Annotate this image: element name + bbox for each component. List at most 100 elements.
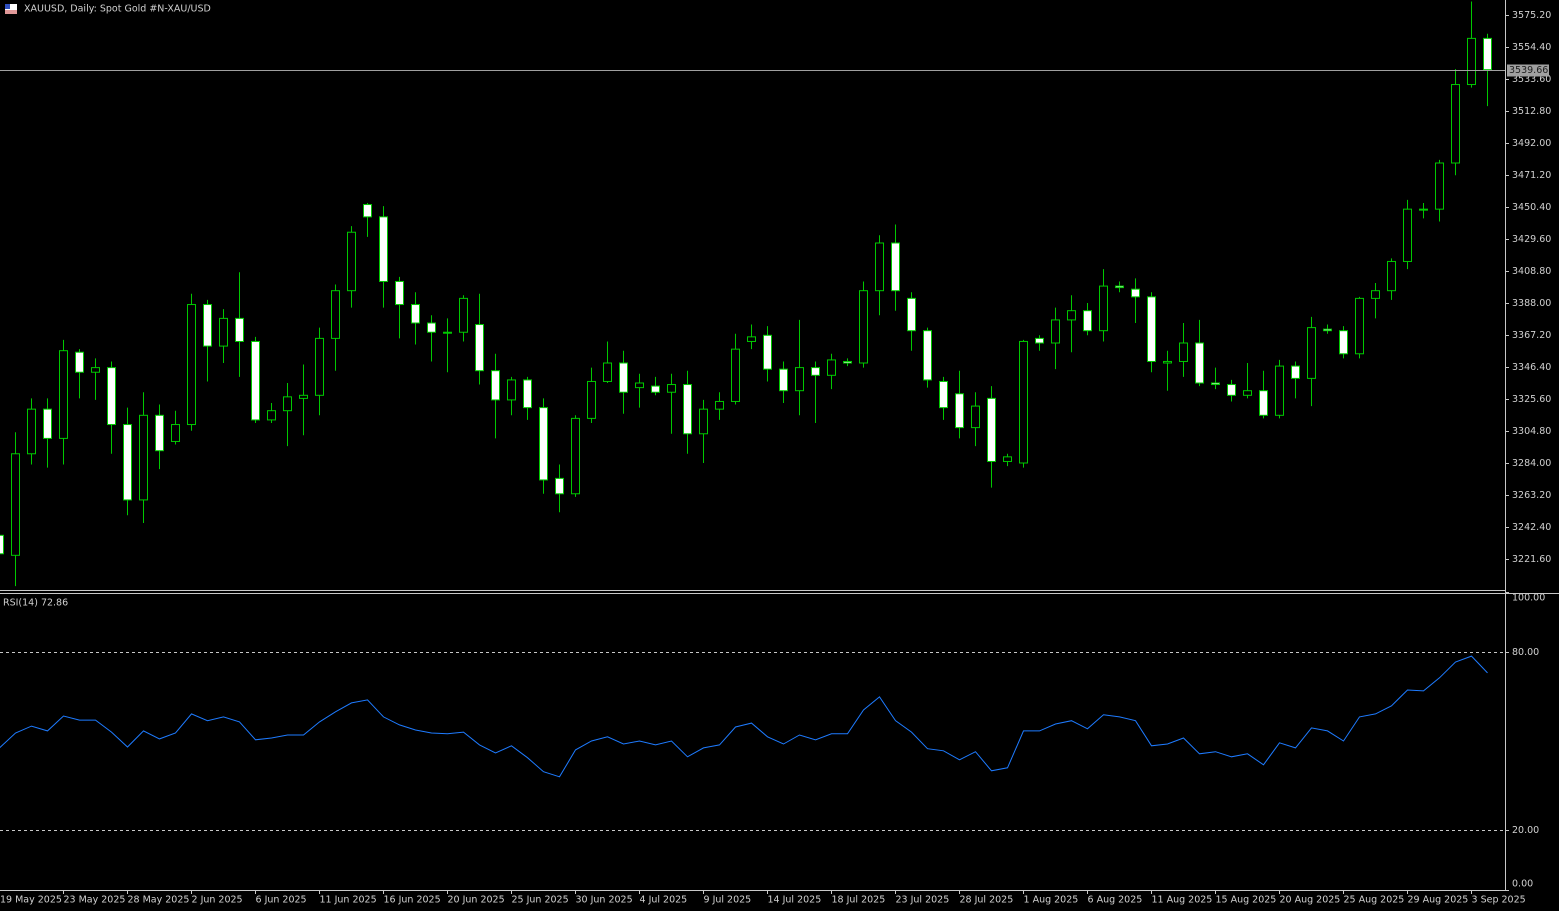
x-tick-label: 11 Aug 2025 — [1152, 895, 1213, 906]
y-tick-label: 3346.40 — [1512, 362, 1551, 373]
candle-body — [715, 400, 724, 410]
candle-body — [411, 304, 420, 324]
candle-body — [187, 304, 196, 426]
candle-body — [507, 379, 516, 401]
candle-body — [107, 367, 116, 426]
candle-body — [843, 360, 852, 364]
candle-body — [139, 414, 148, 501]
candle-body — [1403, 208, 1412, 262]
y-tick-label: 3554.40 — [1512, 42, 1551, 53]
y-tick-label: 3388.00 — [1512, 298, 1551, 309]
candle-body — [1323, 328, 1332, 332]
candle-body — [811, 367, 820, 376]
candle-body — [587, 380, 596, 419]
candle-body — [315, 337, 324, 396]
candle-body — [795, 367, 804, 392]
symbol-flag — [5, 4, 17, 14]
candle-body — [1019, 340, 1028, 464]
y-tick-label: 100.00 — [1512, 593, 1545, 604]
indicator-title: RSI(14) 72.86 — [3, 598, 68, 609]
x-tick-label: 15 Aug 2025 — [1216, 895, 1277, 906]
candle-body — [475, 324, 484, 372]
x-tick-label: 6 Aug 2025 — [1088, 895, 1143, 906]
candle-body — [1419, 208, 1428, 211]
candle-body — [571, 417, 580, 495]
candle-body — [491, 370, 500, 401]
candle-body — [875, 242, 884, 292]
x-tick-label: 11 Jun 2025 — [320, 895, 377, 906]
candle-body — [443, 331, 452, 334]
x-tick-label: 20 Jun 2025 — [448, 895, 505, 906]
price-label: 3539.66 — [1509, 65, 1548, 76]
candle-body — [683, 384, 692, 435]
y-tick-label: 3471.20 — [1512, 170, 1551, 181]
candle-body — [923, 330, 932, 381]
candle-body — [619, 362, 628, 393]
x-tick-label: 30 Jun 2025 — [576, 895, 633, 906]
candle-body — [1467, 37, 1476, 86]
candle-body — [283, 396, 292, 412]
candle-body — [219, 317, 228, 347]
x-tick-label: 25 Jun 2025 — [512, 895, 569, 906]
x-tick-label: 2 Jun 2025 — [192, 895, 243, 906]
x-tick-label: 4 Jul 2025 — [640, 895, 688, 906]
chart-title: XAUUSD, Daily: Spot Gold #N-XAU/USD — [24, 4, 211, 15]
y-tick-label: 3284.00 — [1512, 458, 1551, 469]
candle-body — [123, 424, 132, 501]
candle-body — [603, 362, 612, 382]
x-tick-label: 19 May 2025 — [0, 895, 62, 906]
candle-body — [651, 385, 660, 393]
candle-body — [91, 367, 100, 373]
candle-body — [1099, 285, 1108, 332]
candle-body — [1195, 342, 1204, 384]
candle-body — [667, 384, 676, 393]
y-tick-label: 3221.60 — [1512, 554, 1551, 565]
y-tick-label: 3242.40 — [1512, 522, 1551, 533]
candle-body — [939, 380, 948, 409]
candle-body — [955, 393, 964, 429]
y-tick-label: 3325.60 — [1512, 394, 1551, 405]
candle-body — [155, 414, 164, 452]
x-tick-label: 14 Jul 2025 — [768, 895, 822, 906]
candle-body — [203, 304, 212, 347]
candle-body — [59, 350, 68, 439]
candle-body — [1275, 365, 1284, 416]
candle-body — [1339, 330, 1348, 355]
y-tick-label: 3367.20 — [1512, 330, 1551, 341]
candle-body — [171, 424, 180, 442]
candle-body — [75, 351, 84, 373]
candle-body — [0, 534, 4, 555]
candle-body — [1451, 84, 1460, 164]
candle-body — [251, 340, 260, 421]
candle-body — [1259, 390, 1268, 416]
candle-body — [731, 348, 740, 402]
candle-body — [1371, 290, 1380, 299]
x-tick-label: 3 Sep 2025 — [1472, 895, 1526, 906]
candle-body — [779, 368, 788, 392]
x-tick-label: 28 May 2025 — [128, 895, 190, 906]
candle-body — [347, 231, 356, 292]
y-tick-label: 3512.80 — [1512, 106, 1551, 117]
candle-body — [11, 453, 20, 556]
candle-body — [827, 359, 836, 376]
x-tick-label: 16 Jun 2025 — [384, 895, 441, 906]
x-tick-label: 9 Jul 2025 — [704, 895, 752, 906]
candle-body — [1035, 337, 1044, 344]
x-tick-label: 25 Aug 2025 — [1344, 895, 1405, 906]
x-tick-label: 23 May 2025 — [64, 895, 126, 906]
candle-body — [427, 322, 436, 333]
x-tick-label: 28 Jul 2025 — [960, 895, 1014, 906]
candle-body — [1243, 390, 1252, 396]
candle-body — [1131, 288, 1140, 298]
candle-body — [523, 379, 532, 409]
candle-body — [1355, 297, 1364, 355]
y-tick-label: 3429.60 — [1512, 234, 1551, 245]
y-tick-label: 20.00 — [1512, 825, 1539, 836]
x-tick-label: 20 Aug 2025 — [1280, 895, 1341, 906]
y-tick-label: 3575.20 — [1512, 10, 1551, 21]
x-tick-label: 29 Aug 2025 — [1408, 895, 1469, 906]
candle-body — [971, 405, 980, 429]
candle-body — [1003, 456, 1012, 462]
flag — [5, 4, 17, 14]
